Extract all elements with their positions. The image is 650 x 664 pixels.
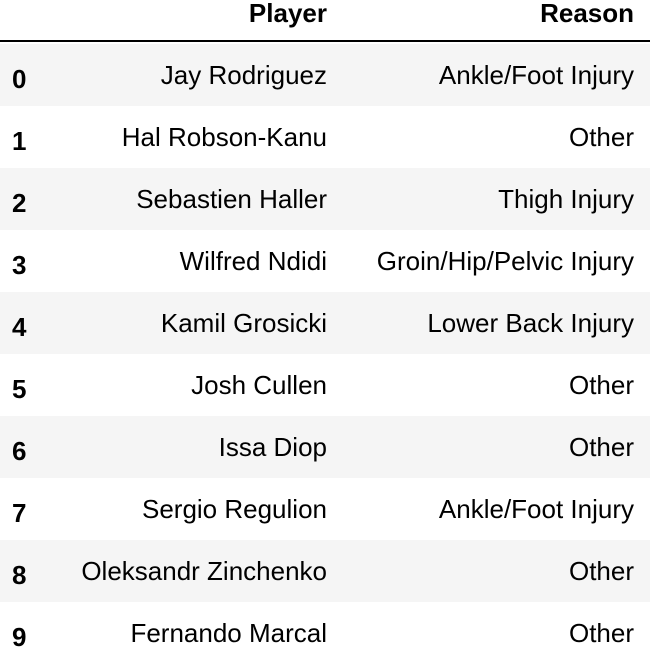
row-index: 6 (12, 436, 27, 466)
row-index: 8 (12, 560, 27, 590)
player-cell: Sergio Regulion (141, 494, 327, 524)
player-cell: Fernando Marcal (130, 618, 327, 648)
player-cell: Oleksandr Zinchenko (81, 556, 327, 586)
player-cell: Sebastien Haller (136, 184, 327, 214)
column-header-reason: Reason (540, 0, 634, 28)
row-index: 0 (12, 64, 27, 94)
reason-cell: Thigh Injury (498, 184, 634, 214)
column-header-player: Player (248, 0, 327, 28)
row-index: 1 (12, 126, 27, 156)
reason-cell: Ankle/Foot Injury (438, 60, 634, 90)
player-cell: Kamil Grosicki (160, 308, 327, 338)
table-row: 8 Oleksandr Zinchenko Other (0, 540, 650, 602)
table-header-row: Player Reason (0, 0, 650, 42)
player-cell: Jay Rodriguez (160, 60, 327, 90)
reason-cell: Other (568, 556, 634, 586)
player-cell: Issa Diop (218, 432, 327, 462)
row-index: 7 (12, 498, 27, 528)
table-row: 9 Fernando Marcal Other (0, 602, 650, 664)
table-row: 0 Jay Rodriguez Ankle/Foot Injury (0, 44, 650, 106)
table-row: 7 Sergio Regulion Ankle/Foot Injury (0, 478, 650, 540)
table-row: 3 Wilfred Ndidi Groin/Hip/Pelvic Injury (0, 230, 650, 292)
row-index: 3 (12, 250, 27, 280)
reason-cell: Groin/Hip/Pelvic Injury (376, 246, 634, 276)
player-cell: Wilfred Ndidi (179, 246, 327, 276)
row-index: 5 (12, 374, 27, 404)
table-row: 1 Hal Robson-Kanu Other (0, 106, 650, 168)
row-index: 2 (12, 188, 27, 218)
reason-cell: Lower Back Injury (427, 308, 634, 338)
reason-cell: Ankle/Foot Injury (438, 494, 634, 524)
table-row: 6 Issa Diop Other (0, 416, 650, 478)
player-cell: Hal Robson-Kanu (121, 122, 327, 152)
table-row: 2 Sebastien Haller Thigh Injury (0, 168, 650, 230)
reason-cell: Other (568, 432, 634, 462)
row-index: 9 (12, 622, 27, 652)
player-cell: Josh Cullen (191, 370, 327, 400)
row-index: 4 (12, 312, 27, 342)
reason-cell: Other (568, 122, 634, 152)
reason-cell: Other (568, 370, 634, 400)
reason-cell: Other (568, 618, 634, 648)
table-row: 4 Kamil Grosicki Lower Back Injury (0, 292, 650, 354)
table-row: 5 Josh Cullen Other (0, 354, 650, 416)
